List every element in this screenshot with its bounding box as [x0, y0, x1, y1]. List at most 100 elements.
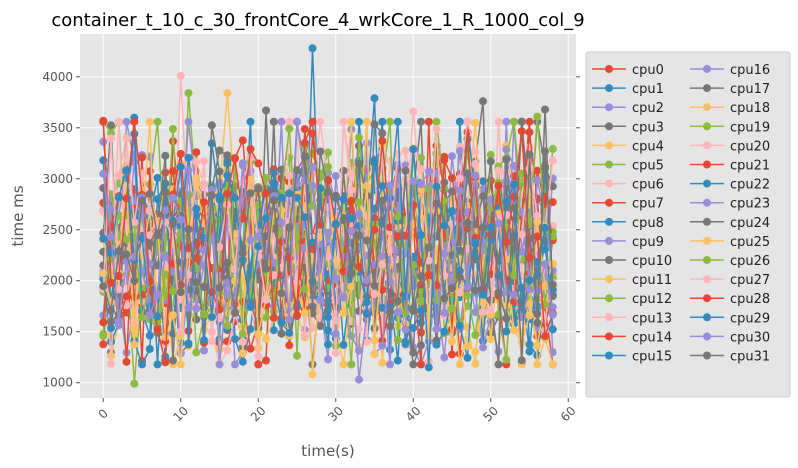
x-tick-label: 0	[96, 406, 111, 421]
data-point-cpu30	[510, 290, 518, 299]
data-point-cpu20	[238, 338, 247, 346]
data-point-cpu22	[107, 324, 115, 333]
data-point-cpu22	[378, 182, 387, 190]
data-point-cpu27	[424, 256, 433, 265]
data-point-cpu29	[548, 325, 557, 334]
data-point-cpu29	[184, 339, 193, 348]
data-point-cpu17	[355, 307, 363, 316]
data-point-cpu13	[331, 349, 340, 357]
x-axis-label: time(s)	[301, 442, 354, 460]
data-point-cpu28	[269, 313, 278, 322]
data-point-cpu16	[200, 346, 208, 355]
legend-item-cpu9: cpu9	[592, 235, 664, 250]
data-point-cpu19	[99, 331, 108, 340]
data-point-cpu31	[455, 273, 464, 282]
data-point-cpu29	[107, 248, 115, 257]
data-point-cpu25	[463, 342, 472, 351]
data-point-cpu11	[424, 332, 433, 341]
data-point-cpu2	[277, 117, 286, 126]
data-point-cpu28	[231, 154, 239, 163]
chart-title: container_t_10_c_30_frontCore_4_wrkCore_…	[51, 10, 584, 31]
data-point-cpu24	[409, 360, 418, 369]
data-point-cpu31	[145, 189, 154, 198]
data-point-cpu30	[207, 185, 216, 194]
data-point-cpu7	[122, 357, 131, 366]
data-point-cpu30	[262, 252, 270, 261]
data-point-cpu23	[99, 137, 108, 146]
legend-label: cpu28	[730, 292, 770, 307]
data-point-cpu25	[176, 360, 185, 369]
legend-item-cpu24: cpu24	[690, 216, 770, 231]
data-point-cpu26	[401, 308, 410, 317]
data-point-cpu22	[432, 340, 441, 349]
data-point-cpu17	[192, 315, 201, 324]
legend-marker	[703, 351, 711, 360]
data-point-cpu24	[517, 117, 526, 126]
data-point-cpu31	[525, 150, 534, 159]
y-tick-label: 1500	[42, 325, 73, 339]
data-point-cpu31	[285, 223, 294, 232]
data-point-cpu30	[169, 193, 177, 202]
data-point-cpu31	[355, 231, 363, 240]
data-point-cpu23	[331, 329, 340, 338]
data-point-cpu30	[277, 218, 286, 227]
data-point-cpu26	[254, 200, 263, 209]
data-point-cpu28	[502, 237, 511, 246]
x-tick-label: 50	[480, 404, 501, 425]
data-point-cpu30	[107, 233, 115, 242]
data-point-cpu14	[99, 340, 108, 349]
data-point-cpu18	[525, 299, 534, 308]
y-tick-label: 1000	[42, 376, 73, 390]
data-point-cpu19	[510, 117, 518, 126]
legend-label: cpu25	[730, 235, 770, 250]
data-point-cpu30	[401, 325, 410, 334]
data-point-cpu17	[370, 120, 379, 129]
data-point-cpu27	[215, 242, 224, 251]
data-point-cpu31	[277, 289, 286, 298]
data-point-cpu27	[339, 117, 348, 126]
legend-marker	[605, 84, 613, 93]
data-point-cpu31	[502, 314, 511, 323]
data-point-cpu28	[533, 232, 542, 241]
data-point-cpu29	[448, 207, 456, 215]
data-point-cpu27	[130, 218, 139, 227]
data-point-cpu29	[238, 255, 247, 264]
data-point-cpu29	[200, 233, 208, 242]
data-point-cpu27	[517, 230, 526, 239]
data-point-cpu30	[525, 285, 534, 294]
legend-item-cpu22: cpu22	[690, 178, 770, 193]
data-point-cpu28	[494, 181, 503, 190]
legend-marker	[605, 160, 613, 169]
legend-box	[585, 51, 791, 398]
data-point-cpu19	[300, 285, 309, 293]
data-point-cpu31	[138, 196, 146, 205]
data-point-cpu19	[184, 190, 193, 199]
data-point-cpu31	[316, 147, 325, 156]
legend-item-cpu0: cpu0	[592, 63, 664, 78]
data-point-cpu31	[223, 258, 232, 267]
legend-label: cpu10	[632, 254, 672, 269]
legend-item-cpu18: cpu18	[690, 101, 770, 116]
data-point-cpu11	[548, 360, 557, 369]
data-point-cpu26	[533, 112, 542, 121]
data-point-cpu29	[347, 214, 356, 223]
data-point-cpu30	[455, 186, 464, 195]
data-point-cpu8	[246, 325, 255, 334]
legend-marker	[605, 313, 613, 322]
data-point-cpu25	[510, 326, 518, 335]
data-point-cpu30	[176, 215, 185, 224]
data-point-cpu5	[293, 351, 301, 360]
data-point-cpu24	[339, 166, 348, 175]
data-point-cpu28	[347, 196, 356, 205]
data-point-cpu31	[448, 284, 456, 293]
data-point-cpu25	[370, 336, 379, 345]
legend-marker	[703, 84, 711, 93]
data-point-cpu10	[269, 117, 278, 126]
legend-label: cpu19	[730, 120, 770, 135]
legend-label: cpu14	[632, 330, 672, 345]
data-point-cpu30	[153, 290, 162, 299]
data-point-cpu25	[525, 311, 534, 320]
data-point-cpu7	[424, 117, 433, 126]
data-point-cpu30	[145, 310, 154, 319]
data-point-cpu20	[107, 359, 115, 368]
